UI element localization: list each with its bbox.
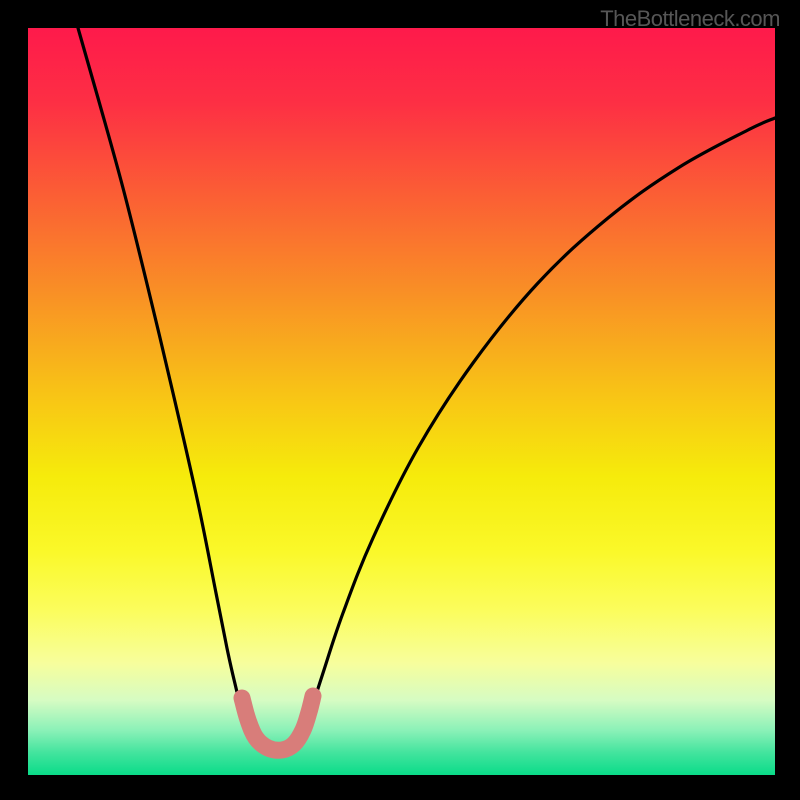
plot-area: [28, 28, 775, 775]
chart-svg: [0, 0, 800, 800]
chart-container: TheBottleneck.com: [0, 0, 800, 800]
watermark-text: TheBottleneck.com: [600, 6, 780, 32]
